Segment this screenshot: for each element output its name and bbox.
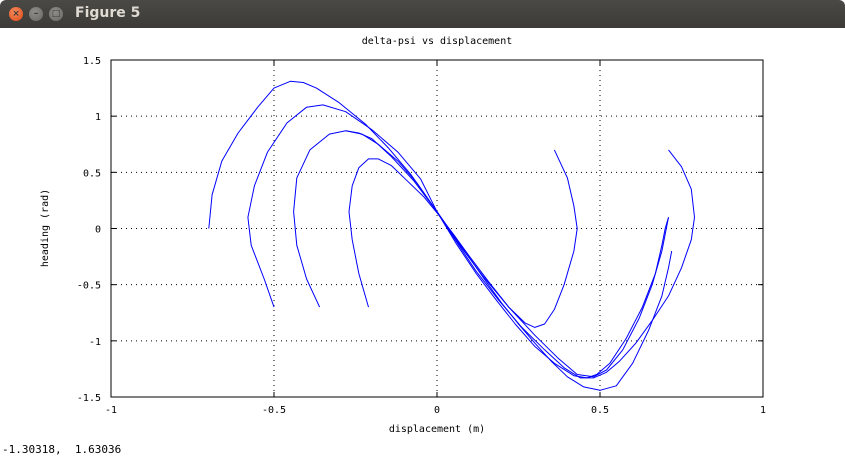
x-tick-label: -1 xyxy=(105,405,117,416)
y-axis-label: heading (rad) xyxy=(40,189,51,267)
series-line-3 xyxy=(293,130,669,378)
axis-ticks: -1 -0.5 0 0.5 1 -1.5 -1 -0.5 0 0.5 1 1.5 xyxy=(77,56,766,416)
window-titlebar: × – □ Figure 5 xyxy=(0,0,845,28)
window-title: Figure 5 xyxy=(75,5,141,21)
chart: delta-psi vs displacement -1 -0.5 0 0.5 1 -1.… xyxy=(40,36,766,435)
minimize-window-button[interactable]: – xyxy=(29,7,43,21)
x-tick-label: -0.5 xyxy=(262,405,286,416)
series-line-2 xyxy=(247,104,669,379)
chart-title: delta-psi vs displacement xyxy=(362,36,513,47)
x-tick-label: 1 xyxy=(760,405,766,416)
y-tick-label: -1.5 xyxy=(77,393,101,404)
y-tick-label: 1.5 xyxy=(83,56,101,67)
y-tick-label: 0 xyxy=(95,225,101,236)
x-tick-label: 0 xyxy=(434,405,440,416)
series-line-1 xyxy=(208,80,673,391)
x-axis-label: displacement (m) xyxy=(389,424,485,435)
grid-lines xyxy=(111,60,763,397)
series-line-4 xyxy=(348,149,578,328)
x-tick-label: 0.5 xyxy=(591,405,609,416)
y-tick-label: 1 xyxy=(95,112,101,123)
y-tick-label: -0.5 xyxy=(77,281,101,292)
y-tick-label: -1 xyxy=(89,337,101,348)
y-tick-label: 0.5 xyxy=(83,168,101,179)
series-line-5 xyxy=(345,130,695,379)
series-lines xyxy=(208,80,695,391)
plot-area[interactable]: delta-psi vs displacement -1 -0.5 0 0.5 1 -1.… xyxy=(0,28,845,439)
close-window-button[interactable]: × xyxy=(9,7,23,21)
cursor-coordinates: -1.30318, 1.63036 xyxy=(2,443,122,456)
status-bar: -1.30318, 1.63036 xyxy=(0,439,845,457)
maximize-window-button[interactable]: □ xyxy=(49,7,63,21)
